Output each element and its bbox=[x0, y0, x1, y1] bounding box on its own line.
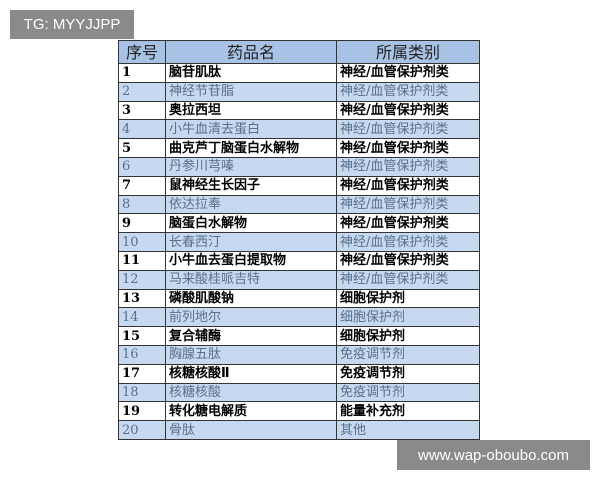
cell-category: 细胞保护剂 bbox=[336, 307, 480, 328]
header-index: 序号 bbox=[118, 40, 166, 64]
cell-drug-name: 核糖核酸Ⅱ bbox=[165, 363, 337, 384]
cell-category: 神经/血管保护剂类 bbox=[336, 100, 480, 121]
table-row: 12 马来酸桂哌吉特 神经/血管保护剂类 bbox=[118, 269, 480, 290]
cell-index: 14 bbox=[118, 307, 166, 328]
table-row: 20 骨肽 其他 bbox=[118, 420, 480, 440]
table-row: 18 核糖核酸 免疫调节剂 bbox=[118, 382, 480, 403]
cell-index: 13 bbox=[118, 288, 166, 309]
cell-category: 神经/血管保护剂类 bbox=[336, 232, 480, 252]
cell-drug-name: 脑蛋白水解物 bbox=[165, 213, 337, 234]
cell-category: 免疫调节剂 bbox=[336, 382, 480, 403]
table-row: 17 核糖核酸Ⅱ 免疫调节剂 bbox=[118, 363, 480, 384]
cell-drug-name: 曲克芦丁脑蛋白水解物 bbox=[165, 138, 337, 158]
table-row: 3 奥拉西坦 神经/血管保护剂类 bbox=[118, 100, 480, 121]
cell-category: 能量补充剂 bbox=[336, 401, 480, 422]
cell-index: 20 bbox=[118, 420, 166, 440]
cell-category: 神经/血管保护剂类 bbox=[336, 250, 480, 271]
cell-index: 10 bbox=[118, 232, 166, 252]
cell-drug-name: 小牛血去蛋白提取物 bbox=[165, 250, 337, 271]
cell-drug-name: 鼠神经生长因子 bbox=[165, 175, 337, 196]
cell-drug-name: 脑苷肌肽 bbox=[165, 63, 337, 83]
table-row: 7 鼠神经生长因子 神经/血管保护剂类 bbox=[118, 175, 480, 196]
cell-index: 9 bbox=[118, 213, 166, 234]
cell-category: 神经/血管保护剂类 bbox=[336, 119, 480, 140]
cell-index: 16 bbox=[118, 344, 166, 365]
cell-index: 2 bbox=[118, 81, 166, 102]
cell-index: 7 bbox=[118, 175, 166, 196]
cell-index: 17 bbox=[118, 363, 166, 384]
cell-category: 细胞保护剂 bbox=[336, 288, 480, 309]
cell-drug-name: 马来酸桂哌吉特 bbox=[165, 269, 337, 290]
table-row: 2 神经节苷脂 神经/血管保护剂类 bbox=[118, 81, 480, 102]
table-row: 15 复合辅酶 细胞保护剂 bbox=[118, 326, 480, 346]
cell-drug-name: 依达拉奉 bbox=[165, 194, 337, 215]
table-row: 16 胸腺五肽 免疫调节剂 bbox=[118, 344, 480, 365]
cell-index: 6 bbox=[118, 156, 166, 177]
header-category: 所属类别 bbox=[336, 40, 480, 64]
cell-index: 12 bbox=[118, 269, 166, 290]
cell-index: 5 bbox=[118, 138, 166, 158]
table-row: 10 长春西汀 神经/血管保护剂类 bbox=[118, 232, 480, 252]
cell-category: 神经/血管保护剂类 bbox=[336, 194, 480, 215]
cell-drug-name: 核糖核酸 bbox=[165, 382, 337, 403]
cell-index: 15 bbox=[118, 326, 166, 346]
cell-index: 18 bbox=[118, 382, 166, 403]
watermark-site-label: www.wap-oboubo.com bbox=[397, 440, 590, 470]
table-row: 6 丹参川芎嗪 神经/血管保护剂类 bbox=[118, 156, 480, 177]
table-row: 13 磷酸肌酸钠 细胞保护剂 bbox=[118, 288, 480, 309]
table-row: 4 小牛血清去蛋白 神经/血管保护剂类 bbox=[118, 119, 480, 140]
cell-drug-name: 神经节苷脂 bbox=[165, 81, 337, 102]
cell-category: 神经/血管保护剂类 bbox=[336, 175, 480, 196]
cell-drug-name: 长春西汀 bbox=[165, 232, 337, 252]
drug-table: 序号 药品名 所属类别 1 脑苷肌肽 神经/血管保护剂类 2 神经节苷脂 神经/血管保护剂… bbox=[118, 40, 480, 440]
cell-category: 神经/血管保护剂类 bbox=[336, 138, 480, 158]
table-row: 14 前列地尔 细胞保护剂 bbox=[118, 307, 480, 328]
cell-category: 神经/血管保护剂类 bbox=[336, 81, 480, 102]
table-row: 9 脑蛋白水解物 神经/血管保护剂类 bbox=[118, 213, 480, 234]
cell-drug-name: 磷酸肌酸钠 bbox=[165, 288, 337, 309]
cell-category: 其他 bbox=[336, 420, 480, 440]
cell-category: 神经/血管保护剂类 bbox=[336, 269, 480, 290]
table-row: 19 转化糖电解质 能量补充剂 bbox=[118, 401, 480, 422]
cell-drug-name: 小牛血清去蛋白 bbox=[165, 119, 337, 140]
cell-drug-name: 胸腺五肽 bbox=[165, 344, 337, 365]
cell-index: 19 bbox=[118, 401, 166, 422]
cell-category: 细胞保护剂 bbox=[336, 326, 480, 346]
cell-drug-name: 丹参川芎嗪 bbox=[165, 156, 337, 177]
cell-category: 免疫调节剂 bbox=[336, 363, 480, 384]
cell-index: 8 bbox=[118, 194, 166, 215]
cell-category: 免疫调节剂 bbox=[336, 344, 480, 365]
cell-category: 神经/血管保护剂类 bbox=[336, 213, 480, 234]
table-row: 5 曲克芦丁脑蛋白水解物 神经/血管保护剂类 bbox=[118, 138, 480, 158]
table-header-row: 序号 药品名 所属类别 bbox=[118, 40, 480, 64]
table-row: 11 小牛血去蛋白提取物 神经/血管保护剂类 bbox=[118, 250, 480, 271]
table-row: 1 脑苷肌肽 神经/血管保护剂类 bbox=[118, 63, 480, 83]
cell-drug-name: 骨肽 bbox=[165, 420, 337, 440]
cell-index: 3 bbox=[118, 100, 166, 121]
cell-index: 11 bbox=[118, 250, 166, 271]
cell-index: 1 bbox=[118, 63, 166, 83]
cell-drug-name: 奥拉西坦 bbox=[165, 100, 337, 121]
cell-drug-name: 转化糖电解质 bbox=[165, 401, 337, 422]
cell-category: 神经/血管保护剂类 bbox=[336, 63, 480, 83]
cell-category: 神经/血管保护剂类 bbox=[336, 156, 480, 177]
table-row: 8 依达拉奉 神经/血管保护剂类 bbox=[118, 194, 480, 215]
cell-drug-name: 前列地尔 bbox=[165, 307, 337, 328]
header-drug-name: 药品名 bbox=[165, 40, 337, 64]
cell-drug-name: 复合辅酶 bbox=[165, 326, 337, 346]
watermark-top-label: TG: MYYJJPP bbox=[10, 10, 134, 39]
cell-index: 4 bbox=[118, 119, 166, 140]
